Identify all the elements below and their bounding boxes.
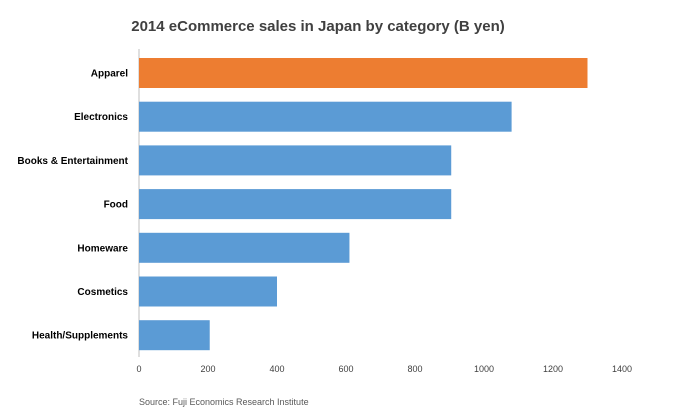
bars-group — [139, 58, 588, 351]
bar-health-supplements — [139, 320, 210, 351]
x-tick-label-0: 0 — [136, 364, 141, 374]
category-label-electronics: Electronics — [74, 112, 128, 123]
x-tick-label-800: 800 — [407, 364, 422, 374]
bar-apparel — [139, 58, 588, 88]
x-tick-label-1200: 1200 — [543, 364, 563, 374]
category-label-food: Food — [104, 200, 128, 211]
category-label-cosmetics: Cosmetics — [77, 287, 128, 298]
x-tick-label-200: 200 — [200, 364, 215, 374]
bar-electronics — [139, 101, 512, 132]
category-label-apparel: Apparel — [91, 69, 128, 80]
bar-cosmetics — [139, 276, 277, 307]
category-label-health-supplements: Health/Supplements — [32, 331, 129, 342]
bar-homeware — [139, 232, 350, 263]
category-label-books-entertainment: Books & Entertainment — [17, 156, 128, 167]
x-tick-labels: 0 200 400 600 800 1000 1200 1400 — [136, 364, 632, 374]
bar-food — [139, 189, 452, 220]
x-tick-label-1000: 1000 — [474, 364, 494, 374]
category-labels: Apparel Electronics Books & Entertainment F… — [17, 69, 128, 342]
x-tick-label-1400: 1400 — [612, 364, 632, 374]
x-tick-label-600: 600 — [338, 364, 353, 374]
category-label-homeware: Homeware — [77, 243, 128, 254]
chart-title: 2014 eCommerce sales in Japan by categor… — [131, 18, 505, 35]
x-tick-label-400: 400 — [269, 364, 284, 374]
bar-books-entertainment — [139, 145, 452, 176]
source-note: Source: Fuji Economics Research Institut… — [139, 397, 309, 407]
